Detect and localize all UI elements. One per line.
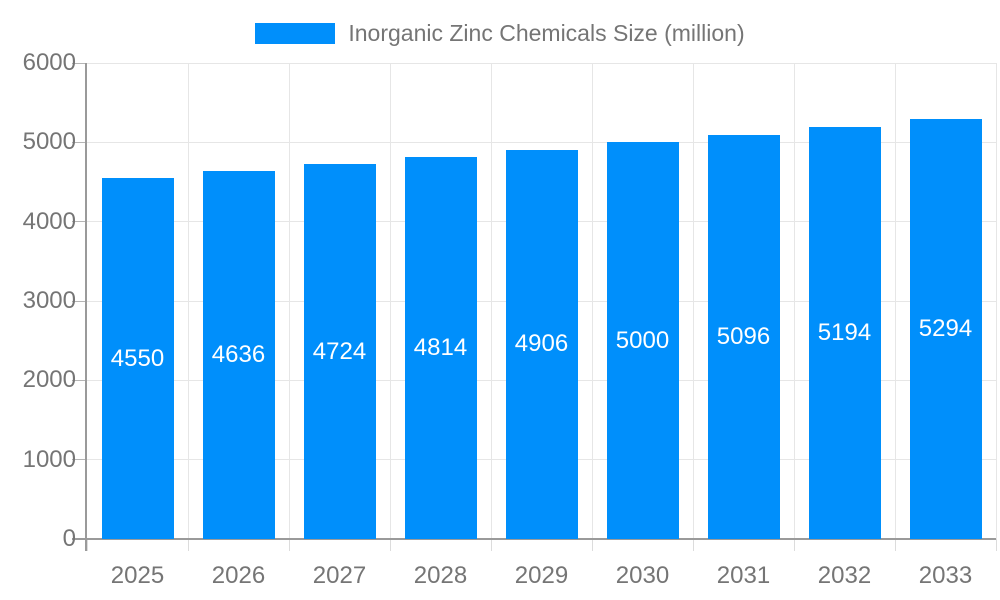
y-axis-label: 0 — [62, 525, 76, 552]
x-gridline — [591, 63, 593, 539]
y-axis-label: 1000 — [22, 445, 76, 473]
legend[interactable]: Inorganic Zinc Chemicals Size (million) — [0, 20, 1000, 46]
x-gridline — [894, 63, 896, 539]
y-tick-mark — [72, 300, 87, 302]
x-tick-mark — [894, 539, 896, 551]
bar-2029[interactable] — [505, 149, 578, 539]
x-tick-mark — [995, 539, 997, 551]
bar-2026[interactable] — [202, 171, 275, 539]
x-axis-label: 2030 — [615, 562, 670, 589]
x-tick-mark — [591, 539, 593, 551]
y-tick-mark — [72, 379, 87, 381]
x-axis-label: 2027 — [312, 562, 367, 589]
bar-value-label: 4550 — [110, 344, 165, 372]
x-axis-label: 2031 — [716, 562, 771, 589]
x-gridline — [793, 63, 795, 539]
bar-value-label: 4636 — [211, 341, 266, 369]
bar-value-label: 5000 — [615, 326, 670, 354]
x-tick-mark — [692, 539, 694, 551]
bar-2033[interactable] — [909, 119, 982, 539]
y-tick-mark — [72, 459, 87, 461]
bar-value-label: 5096 — [716, 322, 771, 350]
bar-value-label: 4724 — [312, 337, 367, 365]
bar-2031[interactable] — [707, 134, 780, 539]
y-tick-mark — [72, 62, 87, 64]
bar-2027[interactable] — [303, 164, 376, 539]
bar-value-label: 4906 — [514, 330, 569, 358]
bar-value-label: 4814 — [413, 334, 468, 362]
x-tick-mark — [187, 539, 189, 551]
x-axis-label: 2025 — [110, 562, 165, 589]
x-gridline — [389, 63, 391, 539]
x-axis-label: 2033 — [918, 562, 973, 589]
y-gridline — [87, 141, 996, 143]
y-tick-mark — [72, 221, 87, 223]
x-gridline — [995, 63, 997, 539]
bar-2030[interactable] — [606, 142, 679, 539]
x-tick-mark — [490, 539, 492, 551]
y-axis-label: 2000 — [22, 366, 76, 394]
x-gridline — [288, 63, 290, 539]
x-axis-label: 2029 — [514, 562, 569, 589]
bar-value-label: 5294 — [918, 315, 973, 342]
x-axis-line — [72, 538, 996, 540]
bar-2025[interactable] — [101, 178, 174, 539]
x-axis-label: 2026 — [211, 562, 266, 589]
y-axis-label: 6000 — [22, 49, 76, 76]
x-tick-mark — [288, 539, 290, 551]
x-gridline — [187, 63, 189, 539]
bar-2032[interactable] — [808, 126, 881, 539]
y-gridline — [87, 62, 996, 64]
x-axis-label: 2028 — [413, 562, 468, 589]
legend-label: Inorganic Zinc Chemicals Size (million) — [348, 20, 745, 46]
x-gridline — [490, 63, 492, 539]
x-gridline — [692, 63, 694, 539]
y-axis-line — [85, 63, 87, 551]
y-axis-label: 4000 — [22, 207, 76, 235]
y-axis-label: 3000 — [22, 287, 76, 314]
x-tick-mark — [86, 539, 88, 551]
x-axis-label: 2032 — [817, 562, 872, 589]
x-tick-mark — [793, 539, 795, 551]
legend-swatch-icon — [255, 22, 336, 44]
x-tick-mark — [389, 539, 391, 551]
y-axis-label: 5000 — [22, 128, 76, 156]
bar-2028[interactable] — [404, 157, 477, 539]
bar-value-label: 5194 — [817, 318, 872, 346]
y-tick-mark — [72, 141, 87, 143]
